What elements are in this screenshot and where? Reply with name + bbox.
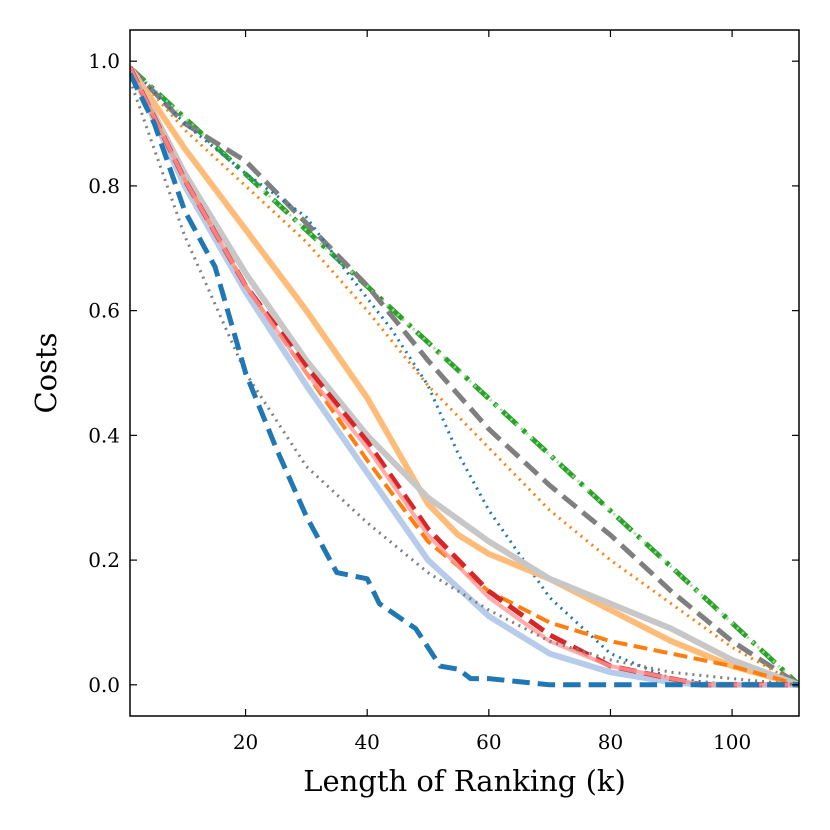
series-line-13 — [130, 72, 799, 688]
y-tick-label: 0.2 — [88, 548, 120, 572]
series-line-12 — [130, 79, 799, 687]
x-axis: 20 40 60 80 100 — [233, 30, 751, 754]
x-tick-label: 100 — [713, 730, 751, 754]
x-tick-label: 20 — [233, 730, 258, 754]
y-tick-label: 0.8 — [88, 174, 120, 198]
y-tick-label: 1.0 — [88, 49, 120, 73]
plot-frame — [129, 29, 800, 717]
y-tick-label: 0.6 — [88, 299, 120, 323]
series-line-7 — [130, 66, 799, 688]
series-line-6 — [130, 65, 799, 688]
series-line-2 — [130, 66, 799, 686]
series-line-3 — [130, 65, 799, 687]
y-axis-label: Costs — [29, 332, 63, 413]
x-tick-label: 80 — [598, 730, 623, 754]
y-tick-label: 0.4 — [88, 423, 120, 447]
series-line-5 — [130, 66, 799, 687]
x-tick-label: 40 — [354, 730, 379, 754]
x-tick-label: 60 — [476, 730, 501, 754]
y-tick-label: 0.0 — [88, 673, 120, 697]
series-line-1 — [130, 65, 799, 687]
plot-area — [130, 65, 799, 688]
y-axis: 0.0 0.2 0.4 0.6 0.8 1.0 — [88, 49, 799, 697]
x-axis-label: Length of Ranking (k) — [303, 764, 626, 798]
series-line-11 — [130, 66, 799, 687]
